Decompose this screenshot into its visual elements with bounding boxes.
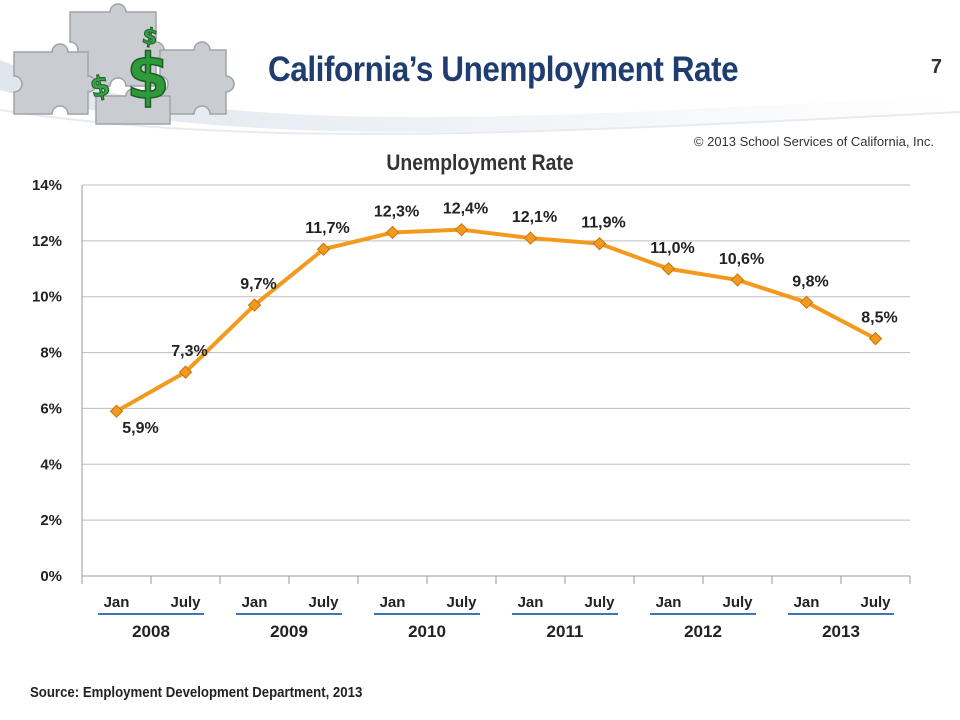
copyright-notice: © 2013 School Services of California, In…	[693, 134, 934, 149]
unemployment-line-chart: 0% 2% 4% 6% 8% 10% 12% 14% Jan July Jan July Jan July…	[32, 177, 911, 641]
data-label: 11,9%	[581, 215, 625, 232]
x-tick-label: July	[308, 594, 339, 611]
data-point-marker	[109, 404, 124, 418]
x-tick-label: Jan	[242, 594, 268, 611]
svg-text:$: $	[126, 40, 169, 113]
y-tick-label: 6%	[40, 400, 62, 417]
data-point-marker	[523, 231, 538, 245]
data-label: 11,7%	[305, 220, 349, 237]
data-label: 9,8%	[792, 273, 828, 290]
y-tick-label: 12%	[32, 233, 62, 250]
x-tick-label: Jan	[380, 594, 406, 611]
data-label: 10,6%	[719, 251, 764, 268]
data-label: 5,9%	[122, 420, 158, 437]
x-tick-label: July	[446, 594, 477, 611]
slide-number: 7	[930, 56, 942, 78]
data-point-marker	[799, 295, 814, 310]
data-point-marker	[661, 262, 676, 276]
data-point-marker	[178, 365, 193, 379]
x-tick-label: Jan	[104, 594, 130, 611]
year-label: 2010	[408, 622, 446, 641]
y-tick-label: 4%	[40, 456, 62, 473]
data-point-marker	[730, 273, 745, 287]
x-tick-label: July	[170, 594, 201, 611]
data-label: 8,5%	[861, 310, 897, 327]
data-label: 11,0%	[650, 240, 694, 257]
y-tick-label: 0%	[40, 568, 62, 585]
year-label: 2013	[822, 622, 860, 641]
data-point-marker	[454, 222, 469, 237]
data-label: 12,1%	[512, 209, 557, 226]
data-point-marker	[868, 331, 883, 346]
data-label: 12,3%	[374, 203, 419, 220]
data-label: 12,4%	[443, 201, 488, 218]
y-tick-label: 10%	[32, 289, 62, 306]
slide-title: California’s Unemployment Rate	[268, 50, 739, 89]
x-tick-label: July	[722, 594, 753, 611]
year-label: 2012	[684, 622, 722, 641]
source-note: Source: Employment Development Departmen…	[30, 684, 363, 701]
x-tick-label: July	[860, 594, 891, 611]
data-point-marker	[592, 236, 607, 251]
data-point-marker	[316, 242, 331, 256]
data-label: 7,3%	[171, 343, 207, 360]
y-tick-label: 8%	[40, 345, 62, 362]
data-point-marker	[247, 298, 262, 312]
y-tick-label: 2%	[40, 512, 62, 529]
chart-title: Unemployment Rate	[386, 150, 574, 175]
svg-text:$: $	[140, 24, 159, 51]
data-label: 9,7%	[240, 276, 276, 293]
x-tick-label: Jan	[794, 594, 820, 611]
year-label: 2008	[132, 622, 170, 641]
year-label: 2009	[270, 622, 308, 641]
series-line	[115, 227, 877, 413]
year-label: 2011	[547, 622, 584, 641]
puzzle-dollar-logo-icon: $ $ $	[13, 3, 235, 125]
y-tick-label: 14%	[32, 177, 62, 194]
x-tick-label: Jan	[656, 594, 682, 611]
x-tick-label: July	[584, 594, 615, 611]
data-point-marker	[385, 225, 400, 240]
x-tick-label: Jan	[518, 594, 544, 611]
